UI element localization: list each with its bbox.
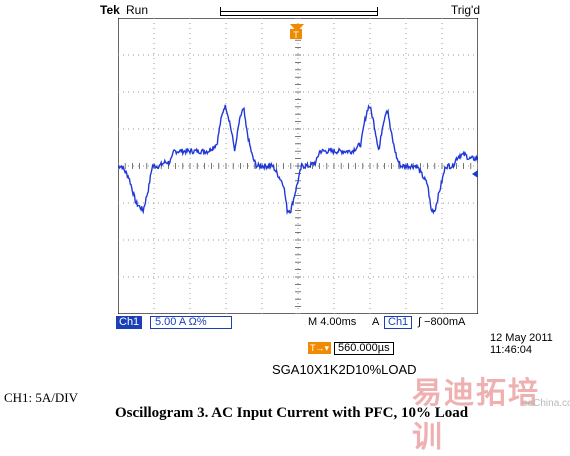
timebase-readout: M 4.00ms	[308, 316, 357, 328]
delay-icon: T→▾	[308, 342, 332, 354]
brand-label: Tek	[100, 3, 120, 17]
record-window-bracket	[220, 7, 378, 16]
trigger-level: ∫ −800mA	[418, 316, 466, 328]
ch1-trace	[118, 103, 478, 216]
svg-text:T: T	[293, 30, 299, 40]
channel-scale-note: CH1: 5A/DIV	[4, 390, 79, 405]
delay-value: 560.000µs	[334, 342, 394, 355]
waveform-filename: SGA10X1K2D10%LOAD	[272, 362, 417, 377]
graticule-grid	[118, 18, 478, 314]
status-bar: Ch1 5.00 A Ω% M 4.00ms A Ch1 ∫ −800mA	[116, 316, 482, 330]
watermark: 易迪拓培训 eeChina.com	[412, 368, 570, 454]
record-length-bar	[220, 11, 378, 12]
capture-timestamp: 12 May 2011 11:46:04	[490, 332, 553, 356]
acquisition-state: Run	[126, 3, 149, 17]
ch1-waveform	[118, 103, 478, 216]
trigger-position-marker: T	[290, 24, 304, 40]
scope-header: Tek Run Trig'd	[100, 2, 480, 18]
capture-time: 11:46:04	[490, 344, 533, 356]
watermark-url: eeChina.com	[522, 398, 570, 409]
watermark-text: 易迪拓培训	[412, 377, 540, 454]
channel-scale: 5.00 A Ω%	[150, 316, 232, 329]
figure-caption: Oscillogram 3. AC Input Current with PFC…	[115, 405, 469, 421]
oscilloscope-screen: T 1	[118, 18, 478, 314]
trigger-level-arrow	[472, 170, 478, 178]
capture-date: 12 May 2011	[490, 332, 553, 344]
trigger-state: Trig'd	[450, 3, 480, 17]
trigger-channel: Ch1	[384, 316, 413, 329]
channel-label: Ch1	[116, 316, 143, 329]
trigger-mode: A	[372, 316, 380, 328]
